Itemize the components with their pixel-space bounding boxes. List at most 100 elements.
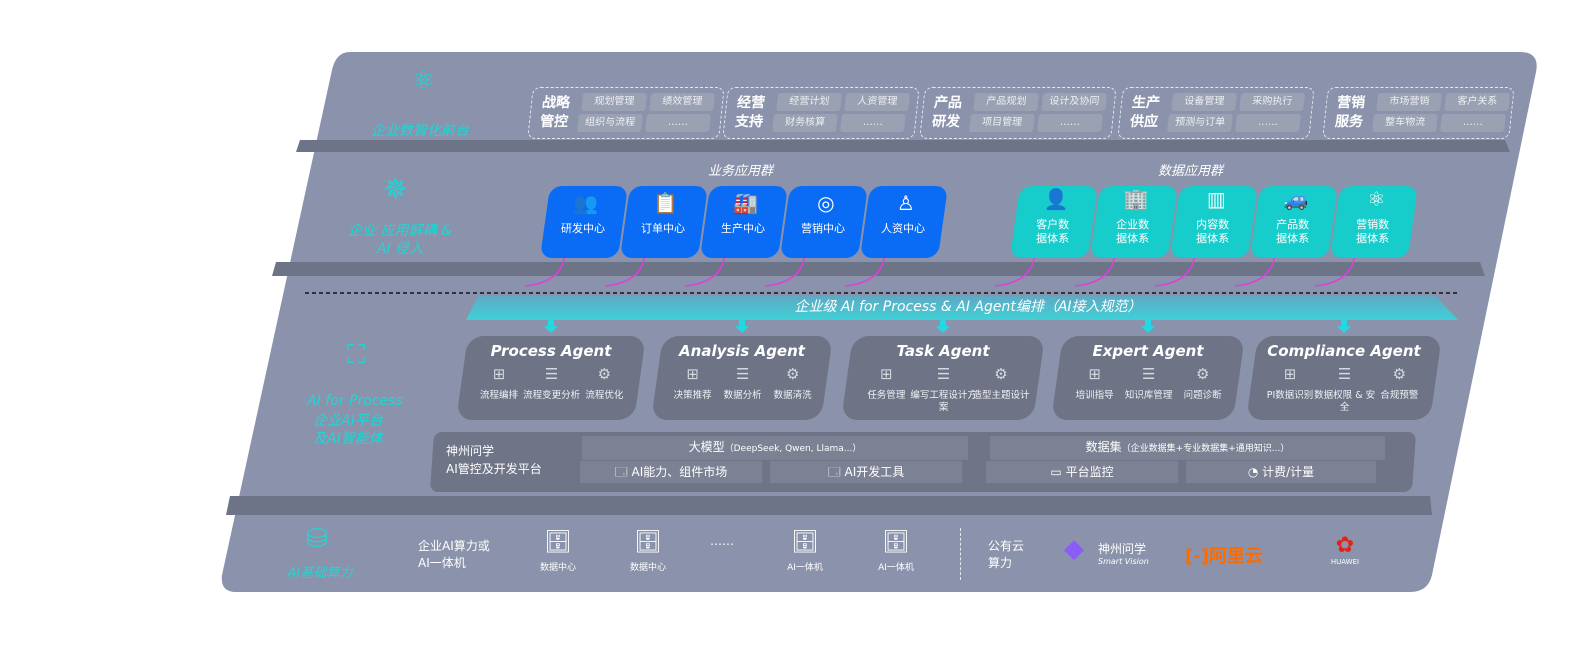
capability-chip[interactable]: 组织与流程 — [577, 114, 643, 132]
smartvision-logo: ◆ — [1064, 534, 1084, 564]
agent-feature[interactable]: ⚙ 问题诊断 — [1170, 365, 1235, 402]
books-icon: ▥ — [1206, 187, 1226, 211]
aliyun-logo: [-]阿里云 — [1185, 546, 1263, 567]
agent-title: Expert Agent — [1092, 342, 1204, 360]
dataset-bar[interactable]: 数据集（企业数据集+专业数据集+通用知识...） — [990, 436, 1385, 460]
monitor-icon: ▭ — [1050, 465, 1066, 479]
feature-icon: ⚙ — [597, 365, 612, 383]
model-bar[interactable]: 大模型（DeepSeek, Qwen, Llama...） — [582, 436, 968, 460]
apps-layer-label: 企业 应用解耦 & AI 侵入 — [348, 223, 452, 257]
person-icon: ♙ — [896, 191, 915, 215]
capability-chip[interactable]: 设计及协同 — [1041, 93, 1108, 111]
agent-feature[interactable]: ⚙ 合规预警 — [1366, 365, 1432, 402]
agent-card[interactable]: Process Agent ⊞ 流程编排 ☰ 流程变更分析 ⚙ 流程优化 — [456, 336, 646, 420]
agent-card[interactable]: Expert Agent ⊞ 培训指导 ☰ 知识库管理 ⚙ 问题诊断 — [1051, 336, 1245, 420]
server-datacenter-1: 🗄 数据中心 — [528, 530, 588, 573]
platform-title-line1: 神州问学 — [446, 444, 495, 458]
data-app-card[interactable]: 🚙 产品数据体系 — [1249, 186, 1339, 258]
capability-chip[interactable]: 设备管理 — [1171, 93, 1238, 111]
card-label: 内容数据体系 — [1196, 218, 1230, 245]
data-app-card[interactable]: ▥ 内容数据体系 — [1169, 186, 1259, 258]
tool-label: 平台监控 — [1065, 465, 1114, 479]
business-app-card[interactable]: 👥 研发中心 — [539, 186, 629, 258]
capability-chip[interactable]: …… — [645, 114, 711, 132]
compute-layer-label: AI基础算力 — [287, 566, 353, 581]
feature-label: 培训指导 — [1075, 390, 1114, 401]
group-title: 营销服务 — [1334, 95, 1366, 130]
server-icon: 🗄 — [882, 530, 910, 555]
feature-icon: ⚙ — [1392, 365, 1407, 383]
ai-layer-label-cn: 企业AI平台及AI智能体 — [313, 413, 383, 447]
data-app-card[interactable]: 👤 客户数据体系 — [1009, 186, 1099, 258]
capability-chip[interactable]: …… — [1235, 114, 1301, 132]
dev-tools-bar[interactable]: 🗔 AI开发工具 — [770, 461, 962, 483]
agent-card[interactable]: Analysis Agent ⊞ 决策推荐 ☰ 数据分析 ⚙ 数据清洗 — [651, 336, 833, 420]
feature-label: 流程编排 — [479, 390, 518, 401]
card-label: 研发中心 — [561, 222, 606, 235]
billing-bar[interactable]: ◔ 计费/计量 — [1186, 461, 1376, 483]
capability-chip[interactable]: 人资管理 — [844, 93, 911, 111]
capability-chip[interactable]: …… — [1037, 114, 1103, 132]
capability-chip[interactable]: 规划管理 — [581, 93, 648, 111]
database-icon: ⛁ — [306, 524, 328, 554]
capability-chip[interactable]: 整车物流 — [1372, 114, 1438, 132]
tool-label: 计费/计量 — [1262, 465, 1315, 479]
agent-card[interactable]: Task Agent ⊞ 任务管理 ☰ 编写工程设计方案 ⚙ 造型主题设计 — [841, 336, 1045, 420]
business-app-card[interactable]: 📋 订单中心 — [619, 186, 709, 258]
server-datacenter-2: 🗄 数据中心 — [618, 530, 678, 573]
connector-arrow — [544, 320, 558, 333]
agent-feature[interactable]: ⚙ 数据清洗 — [762, 365, 823, 402]
group-title: 战略管控 — [539, 95, 571, 130]
group-title: 生产供应 — [1129, 95, 1161, 130]
face-scan-icon: ⛶ — [347, 340, 366, 370]
monitor-bar[interactable]: ▭ 平台监控 — [986, 461, 1178, 483]
capability-chip[interactable]: 经营计划 — [776, 93, 843, 111]
clipboard-icon: 📋 — [653, 191, 679, 215]
capability-chip[interactable]: …… — [1440, 114, 1506, 132]
connector-arrow — [1141, 320, 1155, 333]
business-app-card[interactable]: 🏭 生产中心 — [699, 186, 789, 258]
capability-chip[interactable]: 采购执行 — [1239, 93, 1306, 111]
capability-chip[interactable]: …… — [840, 114, 906, 132]
agent-feature[interactable]: ⚙ 造型主题设计 — [967, 365, 1036, 402]
private-compute-title: 企业AI算力或AI一体机 — [418, 539, 490, 570]
orchestration-banner: 企业级 AI for Process & AI Agent编排（AI接入规范） — [794, 299, 1142, 315]
agent-title: Task Agent — [896, 342, 990, 360]
factory-icon: 🏭 — [733, 191, 759, 215]
capability-group: 经营支持 经营计划 人资管理 财务核算 …… — [722, 87, 920, 139]
platform-title: 神州问学 AI管控及开发平台 — [446, 442, 542, 478]
server-icon: 🗄 — [544, 530, 572, 555]
agent-feature[interactable]: ⚙ 流程优化 — [572, 365, 636, 402]
data-app-card[interactable]: 🏢 企业数据体系 — [1089, 186, 1179, 258]
feature-icon: ⚙ — [785, 365, 800, 383]
dataset-title: 数据集 — [1085, 440, 1122, 454]
capability-chip[interactable]: 预测与订单 — [1167, 114, 1233, 132]
card-label: 客户数据体系 — [1036, 218, 1070, 245]
agent-card[interactable]: Compliance Agent ⊞ PI数据识别 ☰ 数据权限 & 安全 ⚙ 合规预警 — [1246, 336, 1442, 420]
card-label: 企业数据体系 — [1116, 218, 1150, 245]
business-app-card[interactable]: ♙ 人资中心 — [859, 186, 949, 258]
component-market-bar[interactable]: 🗔 AI能力、组件市场 — [580, 461, 762, 483]
card-label: 营销数据体系 — [1356, 218, 1390, 245]
target-icon: ◎ — [817, 191, 835, 215]
capability-chip[interactable]: 产品规划 — [973, 93, 1040, 111]
capability-chip[interactable]: 项目管理 — [969, 114, 1035, 132]
feature-label: 知识库管理 — [1124, 390, 1173, 401]
business-app-card[interactable]: ◎ 营销中心 — [779, 186, 869, 258]
feature-icon: ⚙ — [1195, 365, 1210, 383]
capability-chip[interactable]: 市场营销 — [1376, 93, 1443, 111]
connector-arrow — [936, 320, 950, 333]
capability-group: 战略管控 规划管理 绩效管理 组织与流程 …… — [527, 87, 725, 139]
user-icon: 👤 — [1043, 187, 1069, 211]
capability-chip[interactable]: 财务核算 — [772, 114, 838, 132]
capability-chip[interactable]: 绩效管理 — [649, 93, 716, 111]
tool-label: AI能力、组件市场 — [631, 465, 728, 479]
server-ai-appliance-1: 🗄 AI一体机 — [775, 530, 835, 573]
capability-group: 产品研发 产品规划 设计及协同 项目管理 …… — [919, 87, 1117, 139]
data-app-card[interactable]: ⚛ 营销数据体系 — [1329, 186, 1419, 258]
capability-chip[interactable]: 客户关系 — [1444, 93, 1511, 111]
smartvision-name: 神州问学 Smart Vision — [1098, 542, 1149, 566]
feature-icon: ⚙ — [994, 365, 1008, 383]
feature-label: 数据清洗 — [773, 390, 812, 401]
card-label: 生产中心 — [721, 222, 766, 235]
